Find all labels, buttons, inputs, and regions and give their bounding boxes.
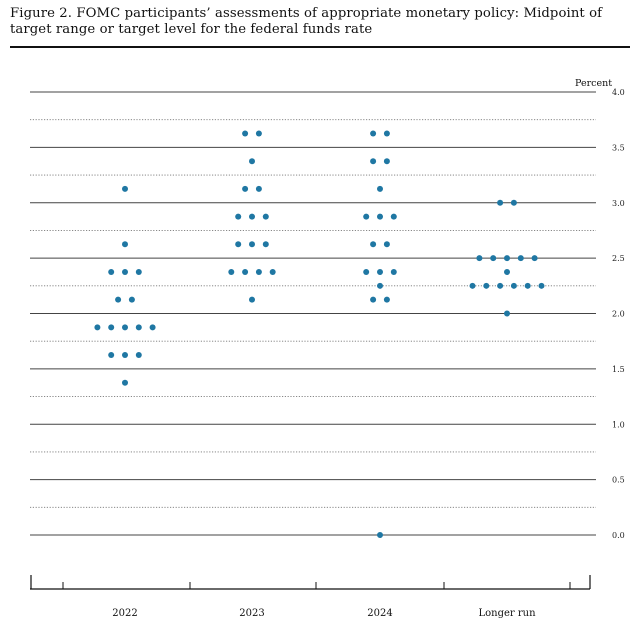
dot-point: [242, 268, 249, 275]
dot-point: [370, 241, 377, 248]
dot-point: [122, 268, 128, 275]
dot-point: [108, 324, 115, 331]
dot-point: [249, 213, 255, 220]
dot-point: [377, 268, 383, 275]
dot-point: [531, 255, 538, 262]
dot-point: [497, 282, 504, 289]
dot-point: [363, 268, 370, 275]
x-category-labels: 2022 2023 2024 Longer run: [112, 608, 536, 619]
dot-point: [377, 213, 383, 220]
dot-point: [122, 241, 128, 248]
dot-point: [128, 296, 135, 303]
dot-point: [497, 199, 504, 206]
gridlines: [30, 91, 596, 536]
dot-point: [242, 185, 249, 192]
dots: [94, 130, 545, 538]
dot-point: [510, 282, 517, 289]
x-axis: [30, 575, 591, 590]
title-rule: [10, 46, 630, 48]
dot-point: [135, 324, 142, 331]
dot-point: [135, 268, 142, 275]
y-tick-label: 1.0: [612, 420, 625, 429]
y-tick-labels: 0.0 0.5 1.0 1.5 2.0 2.5 3.0 3.5 4.0: [612, 88, 625, 540]
dot-point: [262, 241, 269, 248]
dot-point: [524, 282, 531, 289]
figure-title: Figure 2. FOMC participants’ assessments…: [10, 6, 603, 37]
dot-point: [235, 241, 242, 248]
dot-point: [517, 255, 524, 262]
dot-point: [383, 130, 390, 137]
dot-point: [370, 158, 377, 165]
dot-point: [249, 158, 255, 165]
dot-point: [504, 268, 510, 275]
y-tick-label: 0.0: [612, 531, 625, 540]
dot-point: [504, 255, 510, 262]
y-tick-label: 2.0: [612, 310, 625, 319]
dot-point: [377, 282, 383, 289]
dot-point: [149, 324, 156, 331]
dot-point: [262, 213, 269, 220]
dot-point: [469, 282, 476, 289]
dot-point: [383, 158, 390, 165]
dot-point: [255, 130, 262, 137]
dot-point: [383, 241, 390, 248]
dot-point: [476, 255, 483, 262]
y-tick-label: 3.5: [612, 143, 625, 152]
dot-point: [538, 282, 545, 289]
x-category-label: 2023: [239, 608, 264, 619]
dot-point: [377, 185, 383, 192]
dot-point: [122, 379, 128, 386]
y-tick-label: 3.0: [612, 199, 625, 208]
dot-point: [122, 185, 128, 192]
y-tick-label: 1.5: [612, 365, 625, 374]
dot-point: [255, 268, 262, 275]
dot-point: [135, 352, 142, 359]
dot-point: [122, 352, 128, 359]
dot-point: [242, 130, 249, 137]
dot-point: [228, 268, 235, 275]
dot-point: [94, 324, 101, 331]
dot-point: [235, 213, 242, 220]
y-tick-label: 2.5: [612, 254, 625, 263]
dot-point: [108, 352, 115, 359]
dot-point: [390, 268, 397, 275]
dot-point: [383, 296, 390, 303]
dot-point: [510, 199, 517, 206]
dot-point: [122, 324, 128, 331]
dot-point: [504, 310, 510, 317]
dot-point: [269, 268, 276, 275]
dot-point: [108, 268, 115, 275]
y-axis-label: Percent: [575, 78, 612, 89]
x-category-label: 2022: [112, 608, 137, 619]
dot-point: [377, 532, 383, 538]
dot-point: [115, 296, 122, 303]
dot-point: [370, 130, 377, 137]
dot-point: [390, 213, 397, 220]
dot-point: [370, 296, 377, 303]
dot-point: [483, 282, 490, 289]
dot-point: [255, 185, 262, 192]
y-tick-label: 4.0: [612, 88, 625, 97]
x-category-label: Longer run: [478, 608, 536, 619]
x-category-label: 2024: [367, 608, 392, 619]
dot-point: [249, 296, 255, 303]
y-tick-label: 0.5: [612, 476, 625, 485]
dot-point: [249, 241, 255, 248]
dot-point: [490, 255, 497, 262]
dot-point: [363, 213, 370, 220]
